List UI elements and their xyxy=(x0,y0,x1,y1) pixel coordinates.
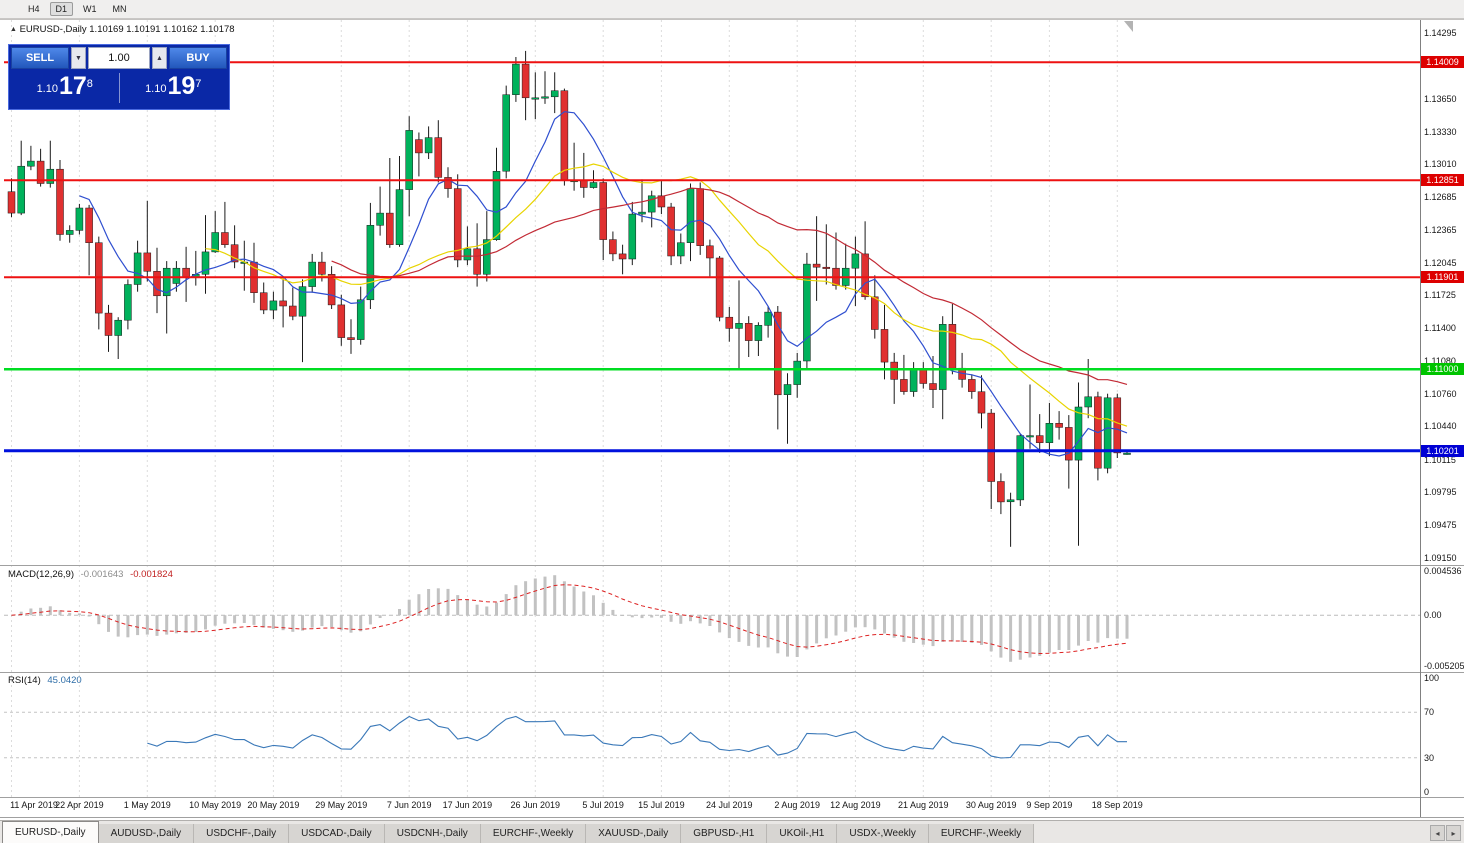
timeframe-button-h4[interactable]: H4 xyxy=(28,4,40,14)
chart-marker-icon: ▲ xyxy=(10,26,17,33)
time-axis-label: 17 Jun 2019 xyxy=(442,800,493,810)
price-axis-label: 1.11080 xyxy=(1424,356,1456,367)
timeframe-button-d1[interactable]: D1 xyxy=(49,2,74,16)
price-axis[interactable]: 1.14295 1.13650 1.13330 1.13010 1.12685 1.123… xyxy=(1421,20,1464,817)
chart-shift-marker-icon xyxy=(1124,21,1133,32)
price-axis-label: 1.10440 xyxy=(1424,421,1457,432)
time-axis-label: 26 Jun 2019 xyxy=(510,800,561,810)
sell-price-pipette: 8 xyxy=(86,77,93,90)
price-axis-label: 1.09475 xyxy=(1424,519,1457,530)
chart-tab-11[interactable]: EURCHF-,Weekly xyxy=(928,824,1035,843)
rsi-axis-label: 70 xyxy=(1424,707,1435,718)
volume-decrease-button[interactable]: ▼ xyxy=(71,47,86,69)
sell-price-prefix: 1.10 xyxy=(36,82,58,95)
time-axis-label: 7 Jun 2019 xyxy=(386,800,432,810)
chart-title: ▲ EURUSD-,Daily 1.10169 1.10191 1.10162 … xyxy=(10,24,235,35)
time-axis[interactable]: 11 Apr 2019 22 Apr 2019 1 May 2019 10 May 2… xyxy=(0,799,1420,814)
time-axis-label: 12 Aug 2019 xyxy=(830,800,881,810)
chart-tab-10[interactable]: USDX-,Weekly xyxy=(837,824,929,843)
time-axis-label: 22 Apr 2019 xyxy=(55,800,104,810)
chart-tab-4[interactable]: USDCAD-,Daily xyxy=(289,824,385,843)
timeframe-button-w1[interactable]: W1 xyxy=(83,4,97,14)
time-axis-label: 10 May 2019 xyxy=(189,800,242,810)
price-axis-label: 1.10115 xyxy=(1424,454,1456,465)
time-axis-label: 18 Sep 2019 xyxy=(1091,800,1143,810)
price-axis-label: 1.14295 xyxy=(1424,28,1457,38)
price-axis-label: 1.10760 xyxy=(1424,388,1457,399)
time-axis-label: 30 Aug 2019 xyxy=(965,800,1017,810)
price-axis-label: 1.13010 xyxy=(1424,159,1457,170)
time-axis-label: 29 May 2019 xyxy=(315,800,368,810)
price-axis-label: 1.12685 xyxy=(1424,192,1457,203)
chart-tab-3[interactable]: USDCHF-,Daily xyxy=(194,824,290,843)
rsi-indicator-label: RSI(14) 45.0420 xyxy=(8,675,82,686)
buy-button[interactable]: BUY xyxy=(169,47,227,69)
price-level-badge: 1.12851 xyxy=(1421,174,1464,187)
macd-axis-label: -0.005205 xyxy=(1424,661,1464,671)
price-axis-label: 1.13330 xyxy=(1424,126,1457,137)
macd-indicator-label: MACD(12,26,9) -0.001643 -0.001824 xyxy=(8,569,173,580)
price-axis-label: 1.12045 xyxy=(1424,257,1457,268)
rsi-value: 45.0420 xyxy=(47,675,82,686)
chart-tab-2[interactable]: AUDUSD-,Daily xyxy=(98,824,195,843)
price-axis-label: 1.09795 xyxy=(1424,487,1457,498)
chart-tab-7[interactable]: XAUUSD-,Daily xyxy=(586,824,682,843)
macd-axis-label: 0.004536 xyxy=(1424,566,1462,576)
one-click-trade-panel: SELL ▼ ▲ BUY 1.10 17 8 1.10 19 7 xyxy=(8,44,230,110)
buy-price-big-digits: 19 xyxy=(167,71,196,100)
chart-tab-9[interactable]: UKOil-,H1 xyxy=(767,824,838,843)
timeframe-button-mn[interactable]: MN xyxy=(112,4,127,14)
time-axis-label: 11 Apr 2019 xyxy=(10,800,58,810)
time-axis-label: 24 Jul 2019 xyxy=(706,800,753,810)
chart-ohlc-values: 1.10169 1.10191 1.10162 1.10178 xyxy=(89,24,235,35)
time-axis-label: 5 Jul 2019 xyxy=(582,800,624,810)
price-axis-label: 1.11400 xyxy=(1424,323,1456,334)
price-axis-label: 1.11725 xyxy=(1424,290,1456,301)
macd-value: -0.001643 xyxy=(80,569,124,580)
chart-tab-6[interactable]: EURCHF-,Weekly xyxy=(480,824,587,843)
timeframe-toolbar: H4 D1 W1 MN xyxy=(0,0,1464,19)
sell-button[interactable]: SELL xyxy=(11,47,69,69)
price-axis-label: 1.09150 xyxy=(1424,553,1457,563)
chart-tab-5[interactable]: USDCNH-,Daily xyxy=(384,824,481,843)
sell-price-display[interactable]: 1.10 17 8 xyxy=(11,71,119,102)
chart-tab-8[interactable]: GBPUSD-,H1 xyxy=(681,824,768,843)
buy-price-pipette: 7 xyxy=(195,77,202,90)
time-axis-label: 15 Jul 2019 xyxy=(638,800,685,810)
tab-scroll-left-icon[interactable]: ◂ xyxy=(1430,825,1445,841)
time-axis-label: 2 Aug 2019 xyxy=(774,800,820,810)
time-axis-label: 9 Sep 2019 xyxy=(1026,800,1073,810)
macd-axis-label: 0.00 xyxy=(1424,610,1442,621)
time-axis-label: 21 Aug 2019 xyxy=(898,800,949,810)
rsi-axis-label: 100 xyxy=(1424,673,1440,683)
buy-price-prefix: 1.10 xyxy=(145,82,167,95)
chart-tab-1[interactable]: EURUSD-,Daily xyxy=(2,821,99,843)
rsi-name: RSI(14) xyxy=(8,675,41,686)
time-axis-label: 20 May 2019 xyxy=(247,800,300,810)
volume-input[interactable] xyxy=(89,48,149,68)
buy-price-display[interactable]: 1.10 19 7 xyxy=(120,71,228,102)
macd-signal-value: -0.001824 xyxy=(130,569,173,580)
price-level-badge: 1.10201 xyxy=(1421,444,1464,457)
price-level-badge: 1.14009 xyxy=(1421,56,1464,69)
volume-increase-button[interactable]: ▲ xyxy=(152,47,167,69)
time-axis-label: 1 May 2019 xyxy=(123,800,171,810)
price-axis-label: 1.13650 xyxy=(1424,93,1457,104)
chart-tab-bar: EURUSD-,Daily AUDUSD-,Daily USDCHF-,Daily U… xyxy=(0,820,1464,843)
rsi-axis-label: 30 xyxy=(1424,752,1435,763)
rsi-axis-label: 0 xyxy=(1424,787,1430,797)
price-axis-label: 1.12365 xyxy=(1424,224,1457,235)
chart-symbol-label: EURUSD-,Daily xyxy=(19,24,87,35)
macd-name: MACD(12,26,9) xyxy=(8,569,74,580)
tab-scroll-right-icon[interactable]: ▸ xyxy=(1446,825,1461,841)
price-divider xyxy=(118,73,120,103)
price-level-badge: 1.11901 xyxy=(1421,271,1464,284)
sell-price-big-digits: 17 xyxy=(58,71,87,100)
price-level-badge: 1.11000 xyxy=(1421,363,1464,376)
